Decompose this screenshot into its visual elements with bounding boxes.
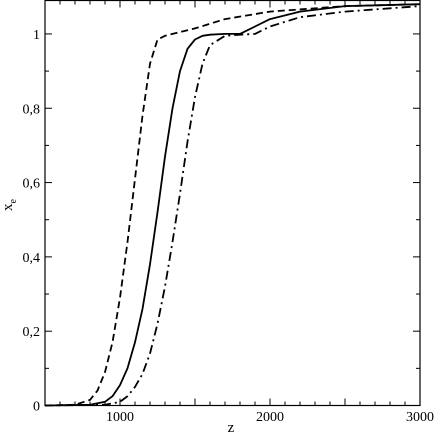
x-tick-label: 3000 — [406, 410, 434, 425]
x-tick-label: 1000 — [106, 410, 134, 425]
y-tick-label: 0,4 — [23, 251, 41, 266]
series-line-solid — [44, 3, 421, 407]
axis-ticks: 1000 2000 3000 0 0,2 0,4 0,6 0,8 1 — [23, 0, 434, 425]
series-line-dashed — [44, 3, 421, 407]
y-axis-title: xe — [0, 198, 19, 211]
y-tick-label: 0 — [33, 400, 40, 415]
series-group — [44, 3, 421, 407]
y-axis-title-subscript: e — [8, 198, 19, 203]
series-line-dashdot — [44, 5, 421, 407]
y-tick-label: 0,2 — [23, 325, 41, 340]
y-tick-label: 0,6 — [23, 177, 41, 192]
x-tick-label: 2000 — [256, 410, 284, 425]
y-axis-title-main: x — [0, 203, 16, 211]
y-tick-label: 1 — [33, 28, 40, 43]
plot-frame — [44, 0, 421, 407]
y-tick-label: 0,8 — [23, 102, 41, 117]
x-axis-title: z — [228, 420, 235, 436]
svg-text:xe: xe — [0, 198, 19, 211]
